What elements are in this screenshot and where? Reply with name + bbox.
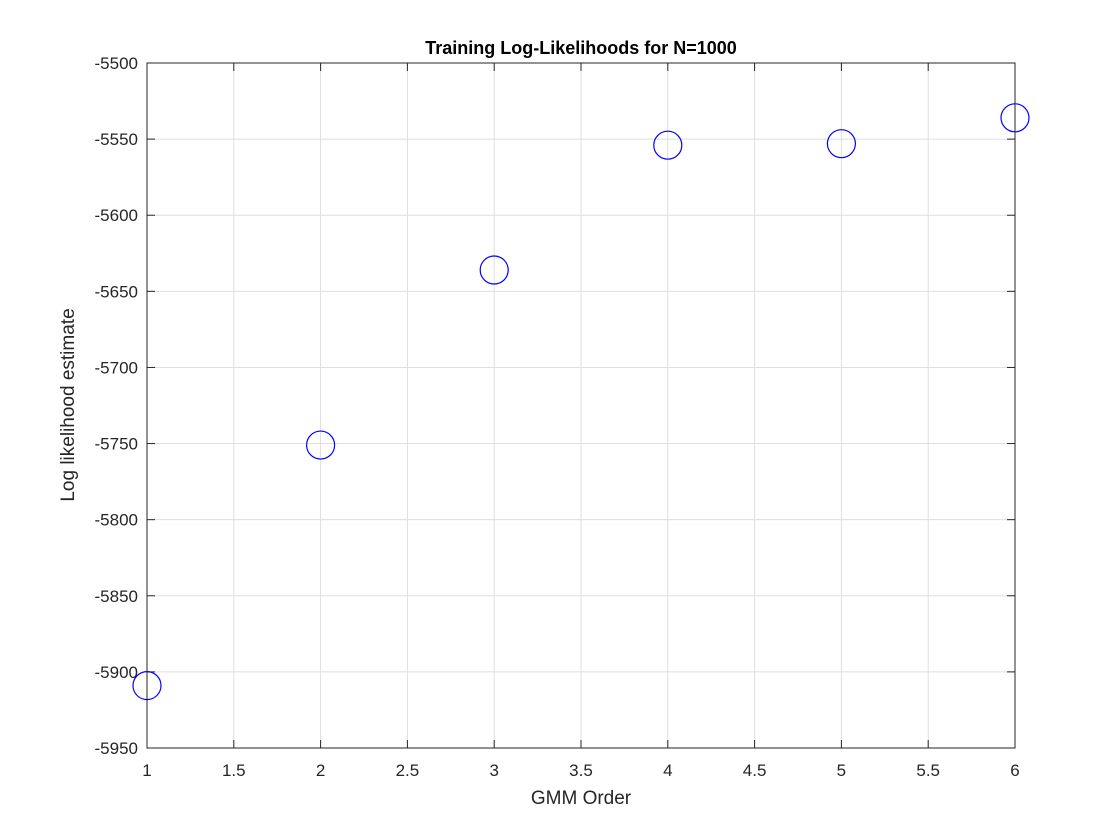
y-tick-label: -5800 — [95, 511, 138, 530]
x-tick-label: 3 — [489, 761, 498, 780]
y-tick-label: -5700 — [95, 358, 138, 377]
y-axis-ticks: -5950 -5900 -5850 -5800 -5750 -5700 -5650 -5600… — [95, 54, 1015, 758]
data-point — [306, 430, 336, 460]
data-point — [1000, 103, 1030, 133]
x-tick-label: 3.5 — [569, 761, 593, 780]
x-tick-label: 1 — [142, 761, 151, 780]
data-points — [132, 103, 1030, 701]
x-tick-label: 6 — [1010, 761, 1019, 780]
x-tick-label: 4 — [663, 761, 672, 780]
y-tick-label: -5900 — [95, 663, 138, 682]
x-axis-ticks: 1 1.5 2 2.5 3 3.5 4 4.5 5 5.5 6 — [142, 63, 1020, 780]
y-tick-label: -5550 — [95, 130, 138, 149]
chart-title: Training Log-Likelihoods for N=1000 — [425, 38, 737, 58]
y-tick-label: -5950 — [95, 739, 138, 758]
y-tick-label: -5650 — [95, 282, 138, 301]
data-point — [479, 255, 509, 285]
x-axis-label: GMM Order — [531, 788, 632, 809]
y-tick-label: -5750 — [95, 435, 138, 454]
data-point — [132, 670, 162, 701]
plot-area: 1 1.5 2 2.5 3 3.5 4 4.5 5 5.5 6 -5950 -5900 -5850 -58… — [95, 54, 1030, 780]
y-axis-label: Log likelihood estimate — [58, 308, 79, 501]
y-tick-label: -5500 — [95, 54, 138, 73]
x-tick-label: 5 — [837, 761, 846, 780]
data-point — [653, 130, 683, 160]
x-tick-label: 2.5 — [396, 761, 420, 780]
y-tick-label: -5850 — [95, 587, 138, 606]
x-tick-label: 1.5 — [222, 761, 246, 780]
y-tick-label: -5600 — [95, 206, 138, 225]
x-tick-label: 5.5 — [916, 761, 940, 780]
data-point — [826, 129, 857, 159]
x-tick-label: 2 — [316, 761, 325, 780]
x-tick-label: 4.5 — [743, 761, 767, 780]
